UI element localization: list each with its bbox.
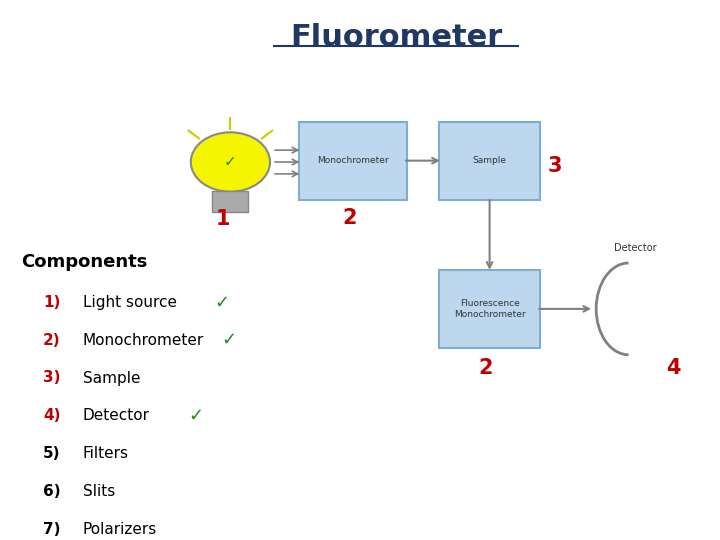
Circle shape <box>191 132 270 192</box>
Text: 3: 3 <box>547 156 562 177</box>
Text: ✓: ✓ <box>221 331 236 349</box>
Text: Detector: Detector <box>83 408 150 423</box>
Text: Filters: Filters <box>83 446 129 461</box>
Text: 4: 4 <box>666 358 680 379</box>
Text: Sample: Sample <box>83 370 140 386</box>
Text: Fluorometer: Fluorometer <box>290 23 502 52</box>
Text: 1: 1 <box>216 208 230 229</box>
Text: ✓: ✓ <box>224 154 237 170</box>
Text: 2: 2 <box>342 207 356 228</box>
Text: Slits: Slits <box>83 484 115 499</box>
Text: 3): 3) <box>43 370 60 386</box>
FancyBboxPatch shape <box>299 122 407 200</box>
Text: 4): 4) <box>43 408 60 423</box>
Text: Monochrometer: Monochrometer <box>83 333 204 348</box>
Text: Components: Components <box>22 253 148 271</box>
Text: Fluorescence
Monochrometer: Fluorescence Monochrometer <box>454 300 526 319</box>
Text: 7): 7) <box>43 522 60 537</box>
FancyBboxPatch shape <box>439 270 540 348</box>
Text: 1): 1) <box>43 295 60 310</box>
Text: 2): 2) <box>43 333 60 348</box>
Text: 5): 5) <box>43 446 60 461</box>
Text: Polarizers: Polarizers <box>83 522 157 537</box>
FancyBboxPatch shape <box>212 191 248 212</box>
Text: Light source: Light source <box>83 295 177 310</box>
Text: 2: 2 <box>479 358 493 379</box>
Text: Detector: Detector <box>614 244 657 253</box>
Text: Sample: Sample <box>472 156 507 165</box>
Text: ✓: ✓ <box>215 293 230 312</box>
Text: Monochrometer: Monochrometer <box>317 156 389 165</box>
Text: ✓: ✓ <box>189 407 204 425</box>
Text: 6): 6) <box>43 484 60 499</box>
FancyBboxPatch shape <box>439 122 540 200</box>
